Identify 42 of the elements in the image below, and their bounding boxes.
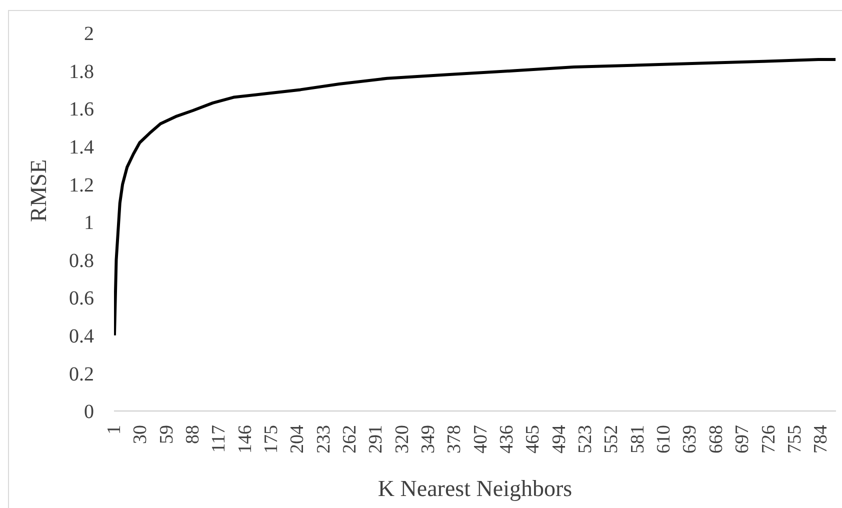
x-tick-label: 204 <box>287 424 308 454</box>
y-tick-label: 0.6 <box>69 288 94 310</box>
x-tick-label: 291 <box>366 425 387 454</box>
x-tick-label: 1 <box>104 425 125 434</box>
y-tick-label: 0.8 <box>69 250 94 272</box>
x-tick-label: 465 <box>522 425 544 454</box>
x-tick-label: 59 <box>156 425 178 444</box>
x-tick-label: 407 <box>470 425 492 454</box>
y-tick-label: 1.6 <box>69 98 94 121</box>
x-tick-label: 436 <box>496 425 518 454</box>
y-axis-title: RMSE <box>26 159 52 222</box>
y-tick-label: 1.8 <box>69 60 94 83</box>
x-tick-label: 320 <box>392 425 413 454</box>
x-tick-label: 610 <box>654 425 675 454</box>
x-tick-label: 668 <box>706 425 727 454</box>
y-tick-label: 1 <box>84 212 94 234</box>
x-tick-label: 117 <box>208 425 230 453</box>
x-tick-label: 30 <box>130 425 152 444</box>
x-tick-label: 88 <box>182 425 204 444</box>
x-axis-title: K Nearest Neighbors <box>378 476 572 501</box>
y-tick-label: 0 <box>84 401 94 424</box>
y-tick-label: 0.4 <box>69 326 94 348</box>
x-tick-label: 175 <box>260 425 282 454</box>
x-tick-label: 639 <box>680 425 701 454</box>
y-tick-label: 1.4 <box>69 136 94 158</box>
x-tick-label: 523 <box>575 425 596 454</box>
x-tick-label: 378 <box>444 425 466 454</box>
y-tick-label: 1.2 <box>69 174 94 196</box>
x-tick-label: 233 <box>313 425 334 454</box>
x-tick-label: 494 <box>548 424 570 454</box>
y-tick-label: 0.2 <box>69 363 94 386</box>
x-tick-label: 552 <box>601 425 622 454</box>
y-tick-label: 2 <box>84 23 94 46</box>
x-tick-label: 755 <box>784 425 806 454</box>
x-tick-label: 697 <box>732 425 754 454</box>
line-series <box>114 58 836 337</box>
x-tick-label: 262 <box>340 425 361 454</box>
x-tick-label: 146 <box>234 425 256 454</box>
x-tick-label: 726 <box>758 425 780 454</box>
x-tick-label: 581 <box>627 425 648 454</box>
x-tick-label: 784 <box>810 424 832 454</box>
x-tick-label: 349 <box>418 425 440 454</box>
